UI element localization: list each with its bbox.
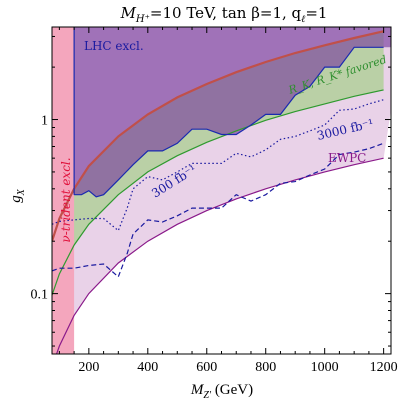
lhc-boundary-line (74, 46, 384, 198)
label-lhc-excl: LHC excl. (84, 39, 144, 53)
y-tick-label: 1 (41, 114, 48, 129)
rk-upper-boundary-line (52, 30, 384, 242)
axis-ticks: 200 400 600 800 1000 1200 0.1 1 (31, 27, 398, 375)
x-tick-label: 1200 (370, 360, 398, 375)
x-tick-label: 800 (255, 360, 276, 375)
x-tick-label: 1000 (311, 360, 339, 375)
label-nu-trident: ν-trident excl. (59, 157, 73, 242)
x-tick-label: 400 (137, 360, 158, 375)
y-tick-label: 0.1 (31, 288, 49, 303)
label-ewpc: EWPC (328, 151, 366, 165)
y-axis-label: gX (8, 188, 27, 203)
projection-3000fb-line (52, 142, 384, 278)
projection-300fb-line (52, 99, 384, 232)
x-tick-label: 200 (78, 360, 99, 375)
ewpc-boundary-line (55, 157, 384, 354)
rk-favored-region (52, 31, 384, 296)
lhc-excluded-region (74, 27, 391, 197)
rk-lower-boundary-line (52, 89, 384, 296)
nu-trident-excluded-region (52, 27, 75, 354)
chart-title: MH⁺=10 TeV, tan β=1, qℓ=1 (120, 4, 328, 25)
x-tick-label: 600 (196, 360, 217, 375)
x-axis-label: MZ' (GeV) (190, 382, 253, 401)
